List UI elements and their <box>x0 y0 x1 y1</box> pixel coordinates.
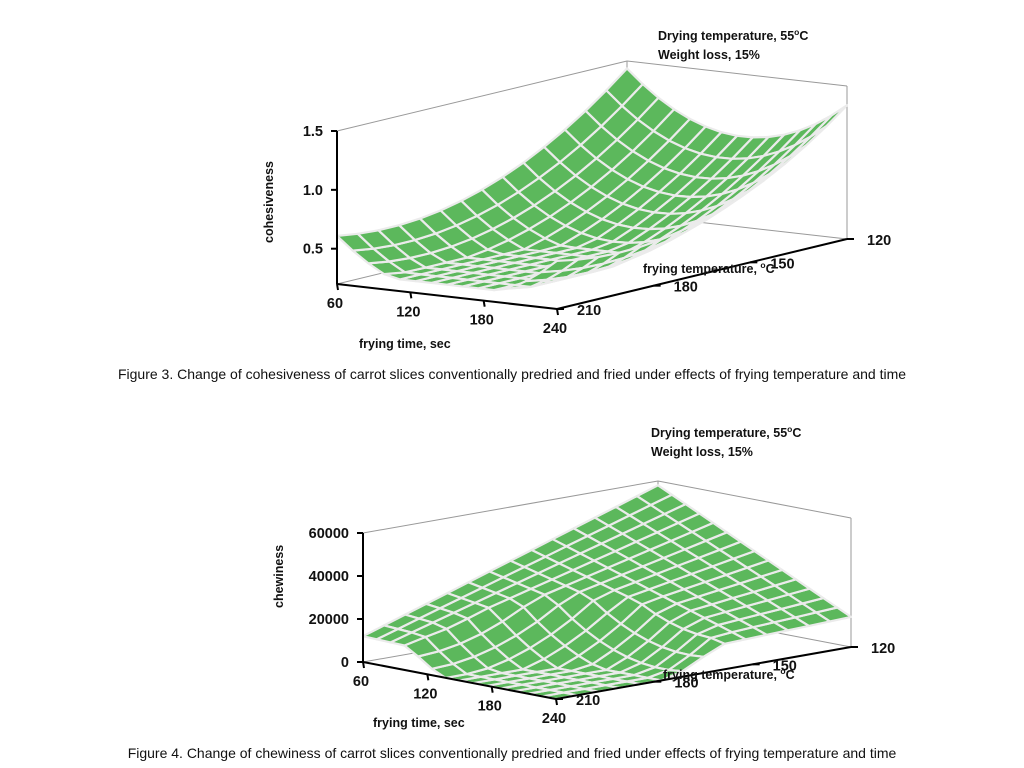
fig4-surface <box>361 484 853 701</box>
fig3-x-tick-label: 60 <box>327 296 343 312</box>
fig3-plot: 0.5 1.0 1.5 60 120 180 240 120 150 180 210 <box>303 60 891 337</box>
fig3-x-tick <box>336 283 339 291</box>
fig4-z-tick-label: 40000 <box>309 569 349 585</box>
fig3-x-tick <box>482 300 486 307</box>
fig3-surface-cell <box>335 232 375 252</box>
fig4-x-tick <box>490 686 494 693</box>
fig3-y-axis-line <box>556 238 848 310</box>
fig4-annotation-line1: Drying temperature, 55oC <box>651 423 802 440</box>
fig4-x-tick-label: 120 <box>413 686 437 702</box>
fig4-z-axis-label: chewiness <box>272 544 286 608</box>
fig3-y-tick-label: 150 <box>770 256 794 272</box>
fig4-z-tick-label: 0 <box>341 655 349 671</box>
figure-3: 0.5 1.0 1.5 60 120 180 240 120 150 180 210 Drying … <box>117 27 907 382</box>
fig4-x-tick-label: 180 <box>478 699 502 715</box>
fig4-annotation-line2: Weight loss, 15% <box>651 445 753 459</box>
fig4-x-axis-label: frying time, sec <box>373 716 465 730</box>
fig4-box-edge <box>362 480 659 534</box>
fig3-x-tick-label: 240 <box>543 321 567 337</box>
fig3-surface <box>335 67 849 292</box>
fig3-box-edge <box>336 60 628 132</box>
fig3-x-tick-label: 120 <box>396 304 420 320</box>
fig3-annotation-line2: Weight loss, 15% <box>658 48 760 62</box>
fig4-plot: 0 20000 40000 60000 60 120 180 240 120 150 180 210 <box>309 480 896 727</box>
fig4-y-axis-line <box>555 646 852 700</box>
fig4-surface-cell <box>361 624 399 641</box>
fig3-box-edge <box>626 60 848 87</box>
fig4-box-edge <box>657 480 852 519</box>
fig3-z-axis-label: cohesiveness <box>262 161 276 243</box>
fig4-x-tick-label: 60 <box>353 674 369 690</box>
fig4-y-tick-label: 120 <box>871 641 895 657</box>
fig3-y-tick-label: 180 <box>674 280 698 296</box>
fig4-axes <box>362 533 852 700</box>
fig4-z-tick-label: 60000 <box>309 526 349 542</box>
fig3-z-tick-label: 1.5 <box>303 124 323 140</box>
fig3-x-tick-label: 180 <box>470 313 494 329</box>
fig4-y-tick-label: 150 <box>773 658 797 674</box>
fig4-y-axis-label: frying temperature, oC <box>663 665 795 682</box>
fig4-x-tick-label: 240 <box>542 711 566 727</box>
fig3-y-tick-label: 120 <box>867 233 891 249</box>
fig4-z-tick-label: 20000 <box>309 612 349 628</box>
fig3-y-tick-label: 210 <box>577 303 601 319</box>
fig4-y-tick-label: 210 <box>576 693 600 709</box>
fig4-annotation: Drying temperature, 55oC Weight loss, 15… <box>651 424 801 462</box>
fig4-x-tick <box>426 674 430 681</box>
fig3-caption: Figure 3. Change of cohesiveness of carr… <box>117 366 907 382</box>
fig3-axes <box>336 131 848 310</box>
fig3-x-axis-line <box>336 283 558 310</box>
fig4-x-tick <box>362 661 365 669</box>
fig3-ticks: 0.5 1.0 1.5 60 120 180 240 120 150 180 210 <box>303 124 891 337</box>
fig4-caption: Figure 4. Change of chewiness of carrot … <box>127 745 897 761</box>
figure-4: 0 20000 40000 60000 60 120 180 240 120 150 180 210 … <box>0 400 1024 768</box>
fig3-annotation: Drying temperature, 55oC Weight loss, 15… <box>658 27 808 65</box>
fig3-x-tick <box>409 292 413 299</box>
fig3-y-axis-label: frying temperature, oC <box>643 259 775 276</box>
fig3-z-tick-label: 0.5 <box>303 242 323 258</box>
fig3-annotation-line1: Drying temperature, 55oC <box>658 26 809 43</box>
fig4-y-tick-label: 180 <box>674 676 698 692</box>
fig3-z-tick-label: 1.0 <box>303 183 323 199</box>
fig4-ticks: 0 20000 40000 60000 60 120 180 240 120 150 180 210 <box>309 526 896 727</box>
fig3-x-axis-label: frying time, sec <box>359 337 451 351</box>
fig4-x-axis-line <box>362 661 557 700</box>
